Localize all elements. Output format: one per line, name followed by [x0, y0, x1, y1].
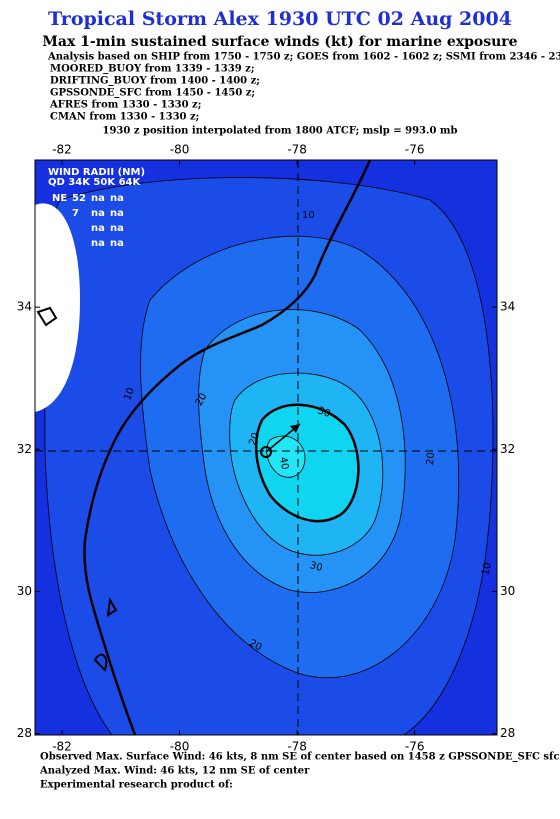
- y-tick-label: 32: [500, 442, 515, 456]
- contour-label: 30: [316, 405, 332, 420]
- radii-cell: 7: [72, 208, 79, 219]
- contour-label: 20: [425, 452, 437, 466]
- map-field: 10 10 20 30 20 30 20 10 20 40 WIND RADII…: [35, 160, 497, 735]
- x-tick-label: -80: [170, 143, 190, 157]
- footer-line: Experimental research product of:: [40, 780, 233, 791]
- analysis-line: GPSSONDE_SFC from 1450 - 1450 z;: [50, 88, 255, 99]
- radii-header: QD 34K 50K 64K: [48, 177, 141, 188]
- x-tick-label: -78: [287, 143, 307, 157]
- footer-line: Analyzed Max. Wind: 46 kts, 12 nm SE of …: [39, 766, 310, 777]
- contour-label: 10: [302, 210, 315, 221]
- y-tick-label: 28: [17, 726, 32, 740]
- x-tick-label: -82: [52, 143, 72, 157]
- radii-cell: na: [110, 208, 124, 219]
- x-tick-label: -78: [287, 740, 307, 754]
- footer-line: Observed Max. Surface Wind: 46 kts, 8 nm…: [40, 752, 560, 763]
- analysis-line: AFRES from 1330 - 1330 z;: [49, 100, 201, 111]
- radii-cell: na: [91, 238, 105, 249]
- contour-label: 20: [247, 431, 262, 447]
- radii-title: WIND RADII (NM): [48, 167, 145, 178]
- radii-cell: na: [91, 193, 105, 204]
- map-frame: [34, 159, 498, 736]
- coastline: [83, 160, 372, 735]
- inland-water: [36, 306, 118, 672]
- analysis-line: DRIFTING_BUOY from 1400 - 1400 z;: [50, 76, 260, 87]
- x-tick-label: -76: [405, 740, 425, 754]
- land-mask: [35, 203, 80, 412]
- analysis-line: Analysis based on SHIP from 1750 - 1750 …: [47, 52, 560, 63]
- y-tick-label: 34: [500, 300, 515, 314]
- contour-label: 10: [122, 386, 137, 402]
- y-tick-label: 34: [17, 300, 32, 314]
- y-tick-label: 32: [17, 442, 32, 456]
- contour-35: [254, 403, 360, 523]
- radii-cell: na: [91, 208, 105, 219]
- analysis-line: CMAN from 1330 - 1330 z;: [50, 112, 199, 123]
- y-tick-label: 28: [500, 726, 515, 740]
- radii-cell: na: [110, 238, 124, 249]
- contour-label: 10: [480, 561, 494, 576]
- y-tick-label: 30: [500, 584, 515, 598]
- x-tick-label: -80: [170, 740, 190, 754]
- radii-cell: 52: [72, 193, 86, 204]
- storm-center: [260, 446, 272, 458]
- y-tick-label: 30: [17, 584, 32, 598]
- analysis-line: MOORED_BUOY from 1339 - 1339 z;: [50, 64, 255, 75]
- arrow-head: [290, 424, 300, 433]
- radii-cell: na: [110, 193, 124, 204]
- title: Tropical Storm Alex 1930 UTC 02 Aug 2004: [48, 8, 512, 30]
- subtitle: Max 1-min sustained surface winds (kt) f…: [42, 34, 517, 50]
- contour-label: 40: [277, 456, 290, 470]
- position-note: 1930 z position interpolated from 1800 A…: [103, 126, 458, 137]
- radii-cell: NE: [52, 193, 67, 204]
- radii-cell: na: [110, 223, 124, 234]
- radii-cell: na: [91, 223, 105, 234]
- contour-label: 30: [308, 560, 323, 574]
- x-tick-label: -76: [405, 143, 425, 157]
- x-tick-label: -82: [52, 740, 72, 754]
